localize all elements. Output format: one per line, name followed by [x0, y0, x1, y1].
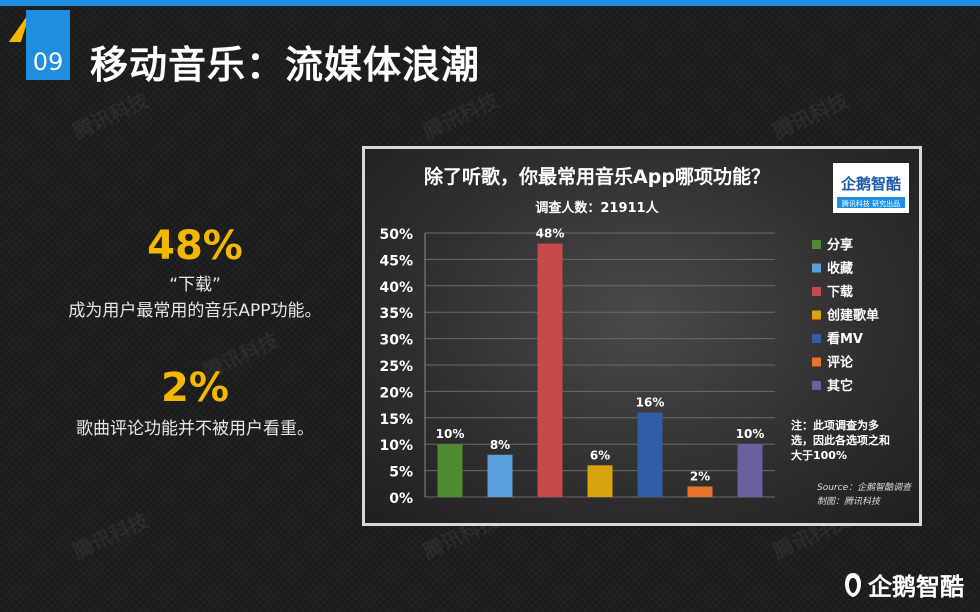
stat-value: 48%	[147, 223, 243, 269]
stat-line: 成为用户最常用的音乐APP功能。	[68, 301, 322, 321]
bar	[437, 444, 463, 497]
stat-line: 歌曲评论功能并不被用户看重。	[76, 419, 314, 439]
penguin-icon	[845, 572, 861, 597]
chart-producer: 制图：腾讯科技	[817, 496, 881, 507]
data-label: 16%	[636, 396, 665, 410]
bar	[737, 444, 763, 497]
chart-source: Source：企鹅智酷调查	[817, 482, 913, 493]
brand-logo: 企鹅智酷	[842, 567, 964, 602]
bar	[487, 454, 513, 497]
y-tick-label: 50%	[379, 227, 413, 243]
logo-subtext: 腾讯科技 研究出品	[842, 199, 900, 208]
legend-label: 创建歌单	[826, 308, 879, 324]
chart-title: 除了听歌，你最常用音乐App哪项功能？	[424, 165, 770, 188]
top-accent-bar	[0, 0, 980, 6]
data-label: 48%	[536, 227, 565, 241]
legend-label: 下载	[827, 284, 853, 300]
legend-swatch	[812, 240, 821, 249]
y-tick-label: 25%	[379, 359, 413, 375]
chart-note: 注：此项调查为多	[791, 418, 879, 432]
logo-badge: 企鹅智酷 腾讯科技 研究出品	[833, 163, 909, 213]
data-label: 10%	[436, 427, 465, 441]
bar	[587, 465, 613, 497]
legend-label: 评论	[827, 355, 854, 371]
chart-panel: 除了听歌，你最常用音乐App哪项功能？ 调查人数：21911人 企鹅智酷 腾讯科…	[362, 146, 922, 526]
y-tick-label: 20%	[379, 385, 413, 401]
y-tick-label: 40%	[379, 280, 413, 296]
stat-line: “下载”	[169, 275, 221, 295]
y-tick-label: 35%	[379, 306, 413, 322]
legend-swatch	[812, 263, 821, 273]
y-tick-label: 45%	[379, 253, 413, 269]
data-label: 8%	[490, 438, 510, 452]
stat-download: 48% “下载” 成为用户最常用的音乐APP功能。	[0, 226, 390, 324]
stat-comment: 2% 歌曲评论功能并不被用户看重。	[0, 368, 390, 442]
page-title: 移动音乐：流媒体浪潮	[90, 43, 481, 87]
y-tick-label: 30%	[379, 333, 413, 349]
legend-label: 分享	[827, 237, 853, 253]
watermark: 腾讯科技	[69, 508, 152, 564]
y-tick-label: 15%	[379, 412, 413, 428]
stat-value: 2%	[161, 365, 229, 411]
data-label: 2%	[690, 469, 710, 483]
y-tick-label: 5%	[389, 465, 413, 481]
bar-chart: 除了听歌，你最常用音乐App哪项功能？ 调查人数：21911人 企鹅智酷 腾讯科…	[379, 163, 913, 507]
watermark: 腾讯科技	[69, 88, 152, 144]
legend-swatch	[812, 287, 821, 296]
y-tick-label: 10%	[379, 438, 413, 454]
slide-number: 09	[26, 10, 70, 80]
legend-label: 其它	[827, 378, 853, 394]
chart-subtitle: 调查人数：21911人	[535, 200, 659, 216]
data-label: 6%	[590, 448, 610, 462]
data-label: 10%	[736, 427, 765, 441]
watermark: 腾讯科技	[769, 88, 852, 144]
logo-strip	[837, 197, 905, 208]
legend-swatch	[812, 334, 821, 343]
chart-note: 大于100%	[791, 448, 847, 462]
bar	[637, 412, 663, 497]
logo-text: 企鹅智酷	[840, 175, 901, 193]
legend-label: 看MV	[827, 331, 863, 347]
legend-swatch	[812, 310, 821, 320]
brand-name: 企鹅智酷	[868, 573, 964, 601]
y-tick-label: 0%	[389, 491, 413, 507]
watermark: 腾讯科技	[419, 88, 502, 144]
bar	[537, 243, 563, 497]
legend-swatch	[812, 357, 821, 367]
bar	[687, 486, 713, 497]
legend-swatch	[812, 381, 821, 390]
chart-note: 选，因此各选项之和	[791, 433, 890, 447]
legend-label: 收藏	[827, 261, 853, 277]
